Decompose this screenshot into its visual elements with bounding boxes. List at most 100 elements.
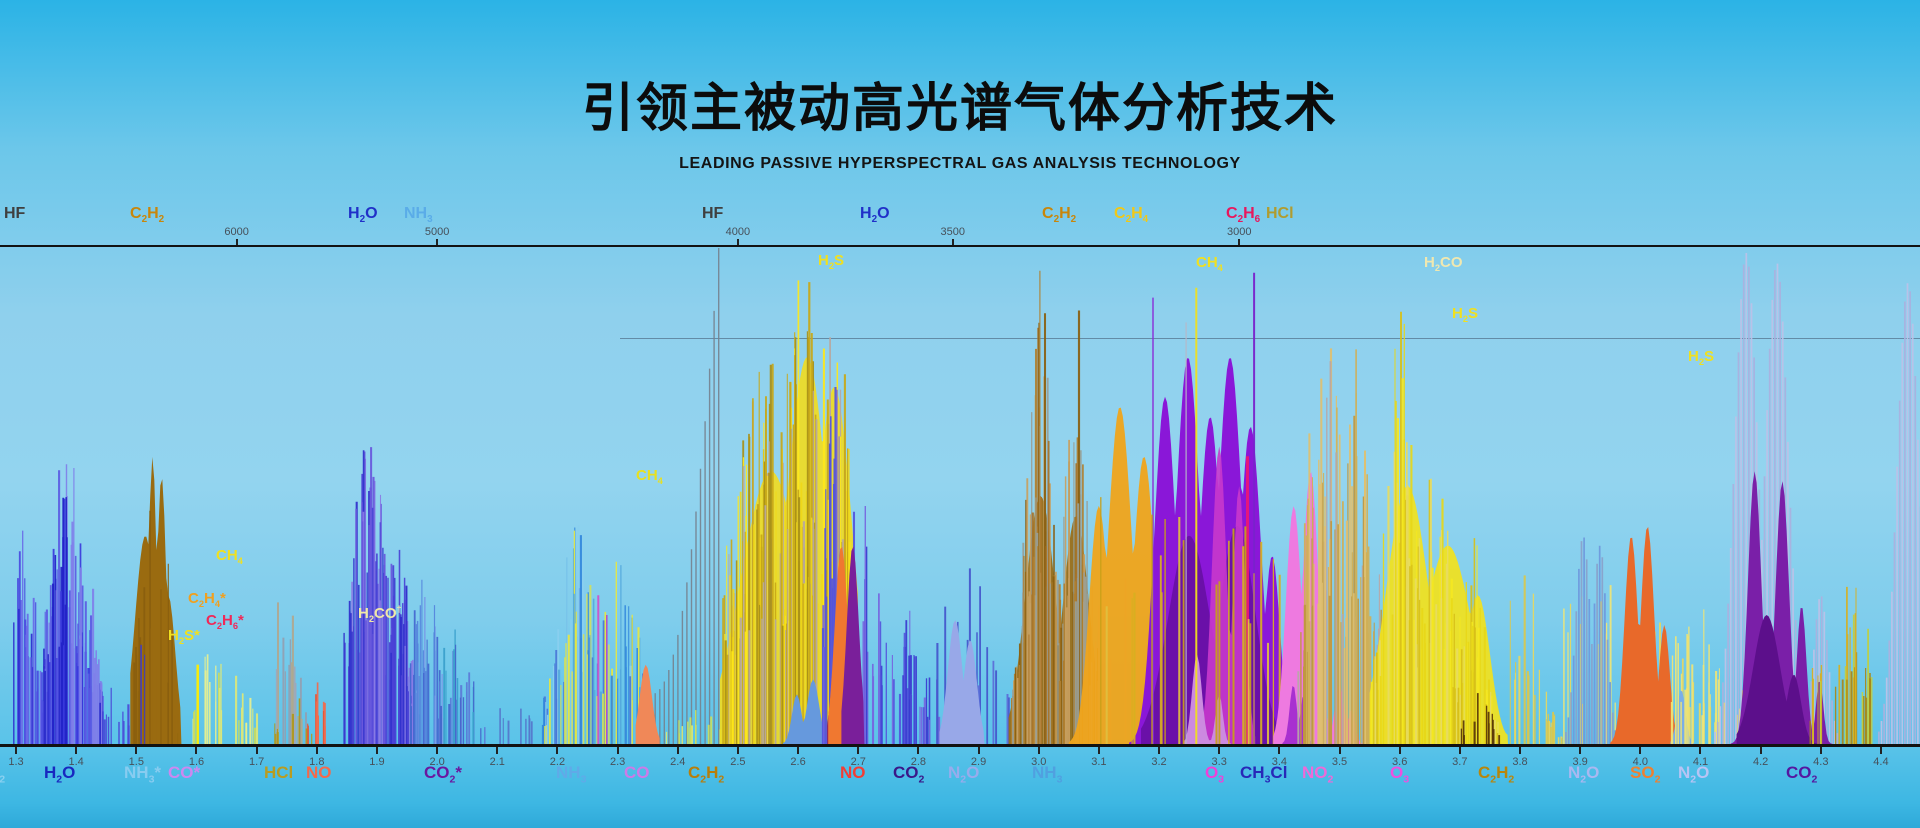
bottom-axis-tick bbox=[676, 747, 679, 754]
gas-label-H2CO: H2CO† bbox=[358, 604, 402, 624]
page-title: 引领主被动高光谱气体分析技术 bbox=[581, 80, 1338, 138]
top-tick-label: 6000 bbox=[224, 226, 249, 238]
band-CO bbox=[597, 595, 608, 744]
spectra-chart bbox=[13, 248, 1920, 744]
bottom-tick-label: 1.3 bbox=[8, 756, 24, 768]
gas-label-CH4: CH4 bbox=[216, 547, 243, 566]
gas-label-H2O: H2O bbox=[44, 763, 76, 786]
bottom-tick-label: 2.7 bbox=[850, 756, 866, 768]
bottom-axis-tick bbox=[1519, 747, 1521, 754]
band-NO2-O3 bbox=[1297, 348, 1390, 744]
bottom-tick-label: 3.6 bbox=[1392, 756, 1408, 768]
band-C2H2 bbox=[133, 510, 179, 744]
gas-label-H2S: H2S bbox=[1452, 305, 1479, 324]
gas-label-C2H6: C2H6* bbox=[206, 612, 244, 631]
bottom-tick-label: 3.8 bbox=[1512, 756, 1528, 768]
gas-label-H2O: H2O bbox=[348, 205, 378, 226]
gas-label-C2H4: C2H4* bbox=[188, 590, 226, 609]
gas-label-O3: O3 bbox=[1205, 763, 1225, 786]
band-C2H6 bbox=[1100, 497, 1292, 744]
band-H2CO bbox=[1460, 693, 1501, 744]
band-HCl bbox=[274, 698, 313, 744]
band-H2S-CH4 bbox=[140, 644, 199, 744]
bottom-axis-tick bbox=[556, 747, 559, 754]
gas-label-CH4: CH4 bbox=[636, 467, 663, 486]
bottom-axis-tick bbox=[1097, 747, 1100, 754]
bottom-tick-label: 4.2 bbox=[1752, 756, 1769, 768]
bottom-tick-label: 2.3 bbox=[609, 756, 626, 768]
band-CO2-C2H2 bbox=[1809, 586, 1873, 744]
band-H2O bbox=[13, 530, 45, 744]
gas-label-NH3: NH3 bbox=[556, 763, 587, 786]
band-H2O bbox=[103, 687, 135, 744]
bottom-tick-label: 1.9 bbox=[369, 756, 385, 768]
band-CO2 bbox=[1736, 615, 1821, 744]
bottom-tick-label: 2.4 bbox=[670, 756, 686, 768]
bottom-axis-tick bbox=[1037, 747, 1040, 754]
bottom-axis-tick bbox=[375, 747, 378, 754]
bottom-tick-label: 4.1 bbox=[1692, 756, 1709, 768]
band-N2O bbox=[939, 620, 985, 744]
gas-label-C2H2: C2H2 bbox=[1478, 763, 1515, 786]
bottom-tick-label: 3.3 bbox=[1211, 756, 1227, 768]
gas-label-CO: CO* bbox=[168, 763, 201, 782]
gas-label-NO2: NO2 bbox=[1302, 763, 1334, 786]
bottom-axis-tick bbox=[1819, 747, 1822, 754]
band-N2O bbox=[1565, 537, 1617, 744]
gas-label-N2O: N2O bbox=[948, 763, 980, 786]
gas-label-NH3: NH3* bbox=[124, 763, 162, 786]
gas-label-C2H2: C2H2 bbox=[1042, 205, 1077, 226]
bottom-axis-tick bbox=[315, 747, 318, 754]
band-NH3-C2H2 bbox=[1011, 270, 1100, 744]
gas-label-SO2: SO2 bbox=[1630, 763, 1661, 786]
bottom-axis-tick bbox=[436, 747, 439, 754]
gas-label-HCl: HCl bbox=[1266, 205, 1294, 222]
gas-label-O3: O3 bbox=[1390, 763, 1410, 786]
bottom-tick-label: 3.0 bbox=[1031, 756, 1047, 768]
top-axis-tick bbox=[1238, 239, 1241, 245]
bottom-axis-tick bbox=[15, 747, 17, 754]
bottom-tick-label: 2.8 bbox=[910, 756, 927, 768]
band-H2CO-H2S bbox=[1370, 311, 1502, 744]
bottom-tick-label: 3.9 bbox=[1572, 756, 1588, 768]
band-SO2 bbox=[1610, 527, 1677, 744]
bottom-tick-label: 1.6 bbox=[188, 756, 205, 768]
gas-label-NO: NO bbox=[840, 763, 866, 782]
gas-label-HF: HF bbox=[702, 205, 724, 222]
bottom-tick-label: 3.1 bbox=[1091, 756, 1107, 768]
band-pale-lines bbox=[1670, 609, 1720, 744]
gas-label-NO: NO bbox=[306, 763, 332, 782]
band-H2O bbox=[343, 447, 420, 744]
top-tick-label: 3500 bbox=[940, 226, 966, 238]
bottom-axis-tick bbox=[917, 747, 920, 754]
bottom-axis-tick bbox=[977, 747, 980, 754]
bottom-tick-label: 2.5 bbox=[730, 756, 746, 768]
gas-label-C2H6: C2H6 bbox=[1226, 205, 1261, 226]
bottom-axis-tick bbox=[857, 747, 860, 754]
bottom-tick-label: 1.8 bbox=[309, 756, 325, 768]
top-axis-tick bbox=[436, 239, 439, 245]
bottom-tick-label: 1.5 bbox=[128, 756, 144, 768]
gas-label-C2H4: C2H4 bbox=[1114, 205, 1149, 226]
band-C2H2 bbox=[1509, 575, 1565, 744]
bottom-tick-label: 4.0 bbox=[1632, 756, 1648, 768]
bottom-axis-tick bbox=[1158, 747, 1161, 754]
band-NO2 bbox=[635, 664, 660, 744]
band-NO bbox=[307, 682, 326, 744]
band-N2O bbox=[1670, 690, 1695, 744]
gas-label-O2: O2 bbox=[0, 773, 6, 786]
bottom-axis-tick bbox=[736, 747, 739, 754]
gas-label-CO: CO bbox=[624, 763, 650, 782]
bottom-axis-tick bbox=[797, 747, 800, 754]
gas-label-H2S: H2S bbox=[818, 252, 845, 271]
bottom-tick-label: 3.7 bbox=[1452, 756, 1468, 768]
top-tick-label: 5000 bbox=[424, 226, 450, 238]
horizontal-guideline bbox=[620, 338, 1920, 339]
gas-label-H2S: H2S bbox=[1688, 348, 1715, 367]
bottom-axis-tick bbox=[1759, 747, 1762, 754]
bottom-axis-line bbox=[0, 744, 1920, 747]
top-axis-tick bbox=[235, 239, 238, 245]
top-tick-label: 3000 bbox=[1227, 226, 1252, 238]
gas-label-CO2: CO2* bbox=[424, 763, 462, 786]
